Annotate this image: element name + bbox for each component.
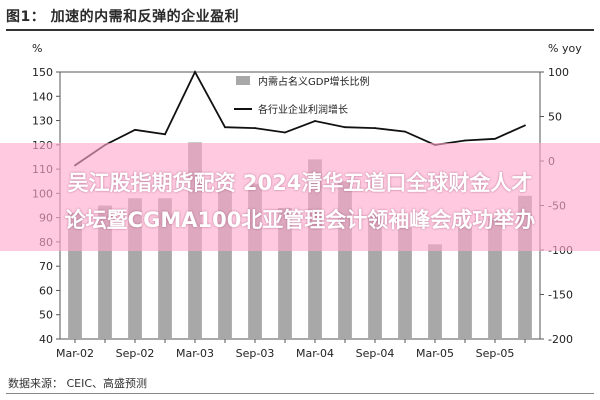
chart-line-point <box>134 128 136 131</box>
x-axis-tick-label: Mar-04 <box>296 347 334 360</box>
right-axis-tick-label: -150 <box>548 289 573 302</box>
left-axis-tick-label: 150 <box>32 66 53 79</box>
chart-line-point <box>284 131 286 134</box>
left-axis-tick-label: 60 <box>39 284 53 297</box>
chart-line-point <box>164 133 166 136</box>
x-axis-tick-label: Mar-03 <box>176 347 214 360</box>
x-axis-tick-label: Sep-02 <box>116 347 155 360</box>
x-axis-tick-label: Mar-02 <box>56 347 94 360</box>
right-axis-tick-label: 100 <box>548 66 569 79</box>
chart-line-point <box>494 137 496 140</box>
chart-bar <box>458 227 472 339</box>
x-axis-tick-label: Sep-05 <box>476 347 515 360</box>
overlay-text-line-2: 论坛暨CGMA100北亚管理会计领袖峰会成功举办 <box>64 208 536 232</box>
legend-line-label: 各行业企业利润增长 <box>258 103 348 116</box>
chart-line-point <box>344 126 346 129</box>
x-axis-tick-label: Sep-04 <box>356 347 395 360</box>
promo-overlay-banner: 吴江股指期货配资 2024清华五道口全球财金人才 论坛暨CGMA100北亚管理会… <box>0 143 600 251</box>
chart-line-point <box>464 139 466 142</box>
chart-line-point <box>374 127 376 129</box>
chart-line-point <box>224 126 226 129</box>
left-axis-tick-label: 70 <box>39 260 53 273</box>
x-axis-tick-label: Sep-03 <box>236 347 275 360</box>
chart-bar <box>428 244 442 339</box>
chart-line-point <box>524 124 526 127</box>
figure-title: 图1： 加速的内需和反弹的企业盈利 <box>6 9 240 25</box>
right-axis-tick-label: -200 <box>548 333 573 346</box>
chart-line-point <box>314 120 316 122</box>
right-axis-tick-label: 50 <box>548 111 562 124</box>
legend-bar-label: 内需占名义GDP增长比例 <box>258 75 369 88</box>
legend-bar-swatch <box>236 76 250 85</box>
left-axis-tick-label: 140 <box>32 90 53 103</box>
title-divider <box>6 29 594 31</box>
left-axis-tick-label: 50 <box>39 309 53 322</box>
left-axis-tick-label: 40 <box>39 333 53 346</box>
overlay-text-line-1: 吴江股指期货配资 2024清华五道口全球财金人才 <box>67 171 533 195</box>
right-axis-unit: % yoy <box>548 42 582 55</box>
chart-line-point <box>254 127 256 129</box>
chart-bar <box>398 227 412 339</box>
chart-line-point <box>404 130 406 133</box>
data-source: 数据来源： CEIC、高盛预测 <box>8 377 148 390</box>
chart-line-point <box>194 71 196 73</box>
left-axis-unit: % <box>32 42 43 55</box>
left-axis-tick-label: 130 <box>32 115 53 128</box>
bottom-divider <box>6 393 594 394</box>
x-axis-tick-label: Mar-05 <box>416 347 454 360</box>
chart-line-series <box>74 70 526 167</box>
